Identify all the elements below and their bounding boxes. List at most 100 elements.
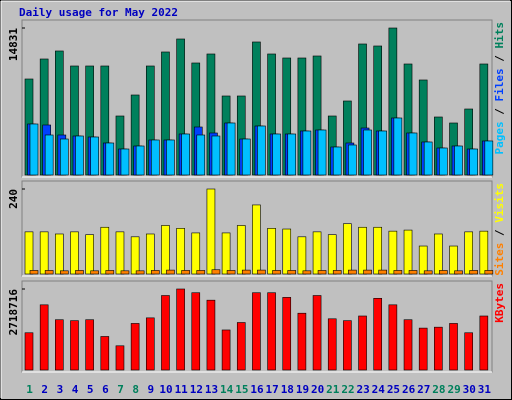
bar: [297, 312, 307, 371]
bar: [196, 134, 206, 176]
bar: [85, 319, 94, 371]
bar: [439, 270, 448, 275]
bar: [464, 332, 473, 371]
bar: [363, 129, 372, 176]
bar: [252, 204, 261, 275]
bar: [161, 295, 170, 371]
bar: [135, 145, 145, 176]
bar: [166, 139, 175, 176]
bar: [434, 233, 443, 275]
bar: [100, 226, 110, 275]
bar: [469, 270, 478, 275]
x-tick-label: 25: [387, 383, 400, 396]
x-tick-label: 27: [417, 383, 430, 396]
bar: [257, 269, 266, 275]
bar: [130, 323, 140, 371]
x-tick-label: 21: [326, 383, 340, 396]
bar: [282, 228, 292, 275]
bar: [479, 315, 489, 371]
legend-separator: /: [493, 102, 506, 122]
bar: [312, 231, 322, 275]
bar: [105, 270, 115, 275]
bar: [196, 270, 206, 275]
bar: [226, 270, 236, 275]
bar: [150, 270, 160, 275]
bar: [236, 225, 246, 275]
legend-entry: KBytes: [493, 283, 506, 323]
bar: [267, 228, 276, 275]
bar: [418, 327, 428, 371]
bar: [434, 326, 443, 371]
bar: [479, 230, 489, 275]
bar: [287, 270, 297, 275]
x-tick-label: 12: [190, 383, 203, 396]
bar: [272, 270, 281, 275]
bar: [484, 140, 494, 176]
x-tick-label: 31: [478, 383, 492, 396]
bar: [211, 135, 221, 176]
bar: [206, 299, 216, 371]
bar: [29, 123, 39, 176]
bar: [55, 233, 64, 275]
bar: [423, 270, 433, 275]
legend: KBytes: [493, 283, 506, 323]
x-tick-label: 15: [235, 383, 248, 396]
bar: [39, 231, 49, 275]
legend-separator: /: [493, 223, 506, 243]
chart-title: Daily usage for May 2022: [19, 6, 178, 19]
bar: [85, 234, 94, 275]
bar: [75, 135, 84, 176]
bar: [181, 133, 190, 176]
bar: [145, 317, 155, 371]
bar: [423, 141, 433, 176]
bar: [393, 117, 403, 176]
bar: [120, 148, 130, 176]
bar: [449, 323, 458, 371]
x-tick-label: 23: [357, 383, 370, 396]
bar: [100, 336, 110, 371]
legend: Pages / Files / Hits: [493, 22, 506, 155]
bar: [24, 332, 34, 371]
legend: Sites / Visits: [493, 183, 506, 276]
bar: [317, 129, 327, 176]
bar: [302, 130, 312, 176]
bar: [135, 270, 145, 275]
bar: [343, 223, 352, 275]
bar: [145, 233, 155, 275]
bar: [348, 269, 357, 275]
x-tick-label: 28: [432, 383, 445, 396]
bar: [408, 270, 418, 275]
x-tick-label: 26: [402, 383, 416, 396]
bar: [388, 304, 398, 371]
bar: [363, 269, 372, 275]
bar: [115, 345, 125, 371]
bar: [55, 319, 64, 371]
bar: [332, 146, 342, 176]
bar: [378, 269, 388, 275]
bar: [272, 133, 281, 176]
bar: [403, 319, 413, 371]
bar: [24, 231, 34, 275]
bar: [115, 231, 125, 275]
x-tick-label: 24: [372, 383, 386, 396]
bar: [257, 125, 266, 176]
bar: [302, 270, 312, 275]
bar: [403, 229, 413, 275]
x-tick-label: 16: [250, 383, 264, 396]
bar: [373, 226, 383, 275]
bar: [418, 245, 428, 275]
bar: [282, 297, 292, 371]
bar: [130, 236, 140, 275]
bar: [469, 148, 478, 176]
bar: [221, 232, 231, 275]
bar: [221, 329, 231, 371]
bar: [166, 269, 175, 275]
bar: [267, 292, 276, 371]
x-tick-label: 4: [72, 383, 79, 396]
bar: [90, 136, 99, 176]
bar: [226, 122, 236, 176]
x-tick-label: 11: [175, 383, 189, 396]
x-tick-label: 6: [102, 383, 109, 396]
bar: [75, 270, 84, 275]
bar: [70, 320, 79, 371]
